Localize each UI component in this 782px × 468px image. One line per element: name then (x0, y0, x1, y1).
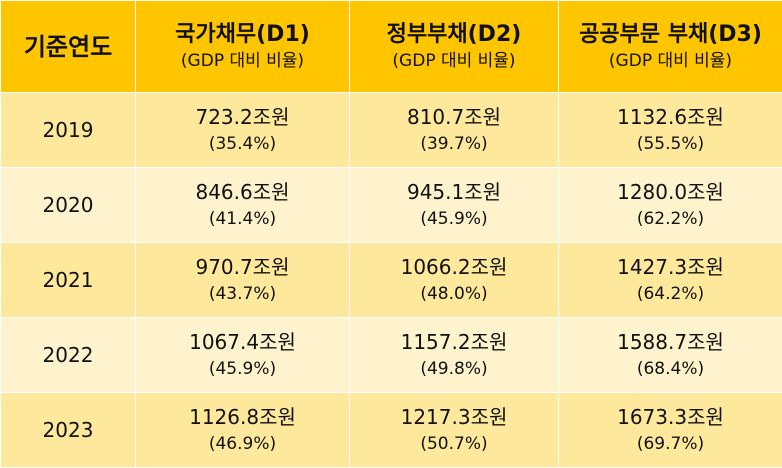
header-d2-label: 정부부채(D2) (350, 21, 558, 49)
d2-value: 1066.2조원 (350, 253, 558, 281)
d1-cell: 723.2조원 (35.4%) (136, 93, 350, 168)
d3-cell: 1427.3조원 (64.2%) (559, 243, 782, 318)
header-year: 기준연도 (1, 1, 136, 93)
year-cell: 2022 (1, 318, 136, 393)
d3-value: 1588.7조원 (559, 328, 782, 356)
header-year-label: 기준연도 (1, 33, 135, 61)
header-d1: 국가채무(D1) (GDP 대비 비율) (136, 1, 350, 93)
d2-ratio: (39.7%) (350, 131, 558, 157)
header-row: 기준연도 국가채무(D1) (GDP 대비 비율) 정부부채(D2) (GDP … (1, 1, 782, 93)
d2-cell: 1157.2조원 (49.8%) (350, 318, 559, 393)
d1-value: 970.7조원 (136, 253, 349, 281)
table-row: 2022 1067.4조원 (45.9%) 1157.2조원 (49.8%) 1… (1, 318, 782, 393)
table-row: 2023 1126.8조원 (46.9%) 1217.3조원 (50.7%) 1… (1, 393, 782, 468)
d1-ratio: (46.9%) (136, 431, 349, 457)
d1-value: 1067.4조원 (136, 328, 349, 356)
d3-ratio: (55.5%) (559, 131, 782, 157)
table-row: 2019 723.2조원 (35.4%) 810.7조원 (39.7%) 113… (1, 93, 782, 168)
d2-cell: 810.7조원 (39.7%) (350, 93, 559, 168)
header-d3-label: 공공부문 부채(D3) (559, 21, 782, 49)
year-cell: 2020 (1, 168, 136, 243)
header-d2: 정부부채(D2) (GDP 대비 비율) (350, 1, 559, 93)
d3-cell: 1280.0조원 (62.2%) (559, 168, 782, 243)
d3-cell: 1588.7조원 (68.4%) (559, 318, 782, 393)
header-d3-sub: (GDP 대비 비율) (559, 49, 782, 73)
d3-cell: 1132.6조원 (55.5%) (559, 93, 782, 168)
d3-cell: 1673.3조원 (69.7%) (559, 393, 782, 468)
d1-value: 846.6조원 (136, 178, 349, 206)
d3-value: 1673.3조원 (559, 403, 782, 431)
d1-cell: 846.6조원 (41.4%) (136, 168, 350, 243)
d1-ratio: (35.4%) (136, 131, 349, 157)
year-cell: 2023 (1, 393, 136, 468)
d2-cell: 945.1조원 (45.9%) (350, 168, 559, 243)
table-row: 2020 846.6조원 (41.4%) 945.1조원 (45.9%) 128… (1, 168, 782, 243)
d3-ratio: (62.2%) (559, 206, 782, 232)
d2-cell: 1217.3조원 (50.7%) (350, 393, 559, 468)
table-row: 2021 970.7조원 (43.7%) 1066.2조원 (48.0%) 14… (1, 243, 782, 318)
d2-ratio: (49.8%) (350, 356, 558, 382)
d1-value: 723.2조원 (136, 103, 349, 131)
d2-ratio: (48.0%) (350, 281, 558, 307)
header-d2-sub: (GDP 대비 비율) (350, 49, 558, 73)
d2-value: 945.1조원 (350, 178, 558, 206)
d2-ratio: (45.9%) (350, 206, 558, 232)
d3-value: 1427.3조원 (559, 253, 782, 281)
d2-value: 1157.2조원 (350, 328, 558, 356)
header-d1-sub: (GDP 대비 비율) (136, 49, 349, 73)
d3-ratio: (68.4%) (559, 356, 782, 382)
header-d3: 공공부문 부채(D3) (GDP 대비 비율) (559, 1, 782, 93)
d1-ratio: (45.9%) (136, 356, 349, 382)
d3-value: 1280.0조원 (559, 178, 782, 206)
d2-value: 1217.3조원 (350, 403, 558, 431)
d2-ratio: (50.7%) (350, 431, 558, 457)
d1-value: 1126.8조원 (136, 403, 349, 431)
d3-value: 1132.6조원 (559, 103, 782, 131)
year-cell: 2019 (1, 93, 136, 168)
d1-ratio: (43.7%) (136, 281, 349, 307)
d3-ratio: (69.7%) (559, 431, 782, 457)
d1-ratio: (41.4%) (136, 206, 349, 232)
d1-cell: 970.7조원 (43.7%) (136, 243, 350, 318)
d2-value: 810.7조원 (350, 103, 558, 131)
d1-cell: 1126.8조원 (46.9%) (136, 393, 350, 468)
year-cell: 2021 (1, 243, 136, 318)
d2-cell: 1066.2조원 (48.0%) (350, 243, 559, 318)
d1-cell: 1067.4조원 (45.9%) (136, 318, 350, 393)
header-d1-label: 국가채무(D1) (136, 21, 349, 49)
d3-ratio: (64.2%) (559, 281, 782, 307)
